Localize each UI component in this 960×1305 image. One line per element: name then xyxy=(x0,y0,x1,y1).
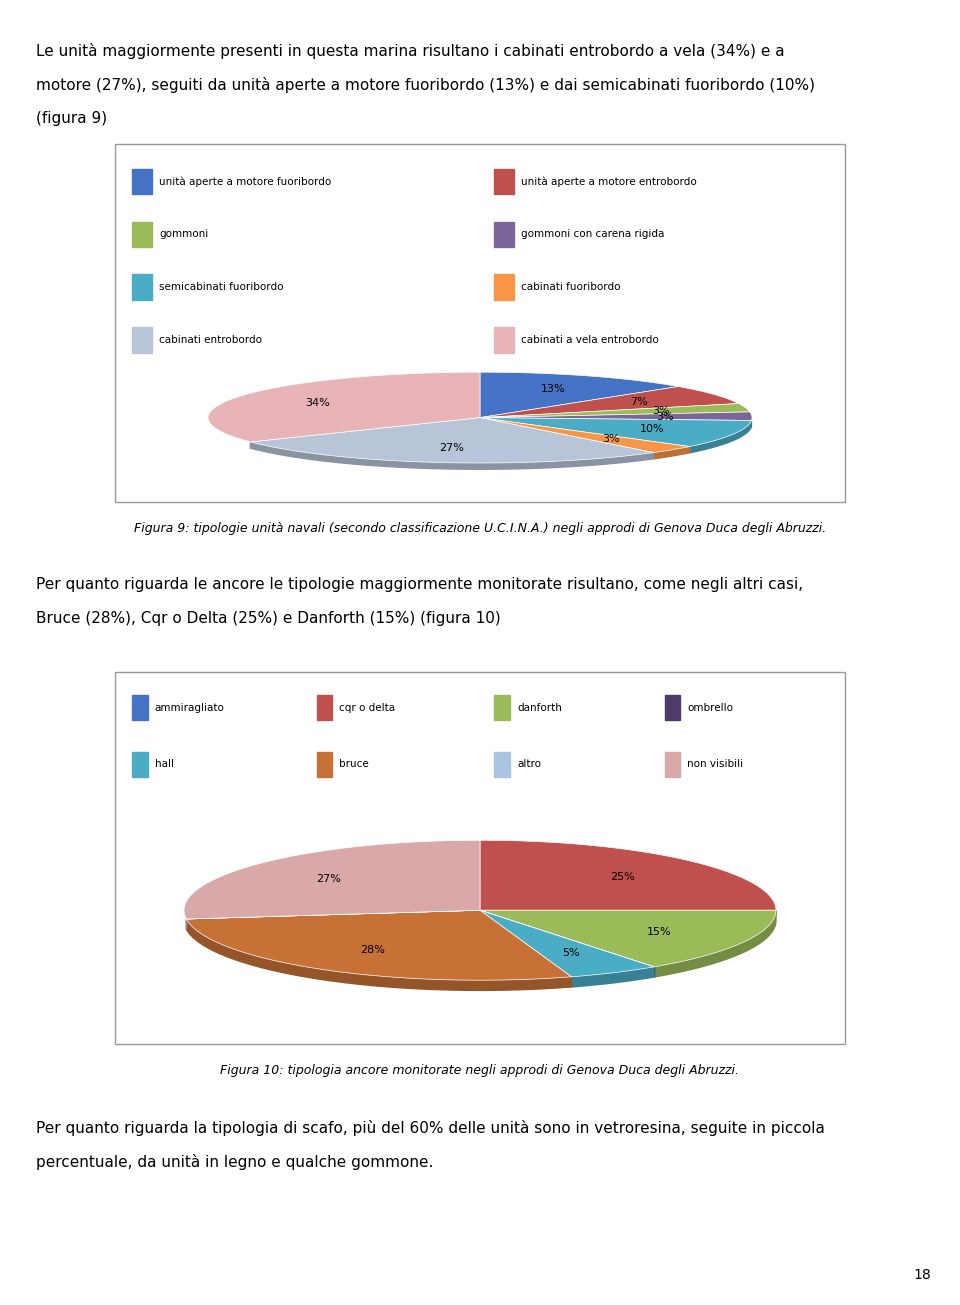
Text: Le unità maggiormente presenti in questa marina risultano i cabinati entrobordo : Le unità maggiormente presenti in questa… xyxy=(36,43,785,59)
Text: cabinati a vela entrobordo: cabinati a vela entrobordo xyxy=(521,335,659,345)
Text: motore (27%), seguiti da unità aperte a motore fuoribordo (13%) e dai semicabina: motore (27%), seguiti da unità aperte a … xyxy=(36,77,815,93)
Bar xyxy=(132,274,152,300)
Text: 5%: 5% xyxy=(563,947,580,958)
Text: gommoni: gommoni xyxy=(159,230,208,239)
Polygon shape xyxy=(689,420,752,453)
Text: danforth: danforth xyxy=(516,703,562,713)
Text: Figura 9: tipologie unità navali (secondo classificazione U.C.I.N.A.) negli appr: Figura 9: tipologie unità navali (second… xyxy=(133,522,827,535)
Bar xyxy=(317,696,332,720)
Polygon shape xyxy=(480,418,752,446)
Text: 3%: 3% xyxy=(652,406,669,416)
Text: unità aperte a motore fuoribordo: unità aperte a motore fuoribordo xyxy=(159,176,331,187)
Text: 7%: 7% xyxy=(631,397,648,407)
Polygon shape xyxy=(208,372,480,442)
Bar xyxy=(132,168,152,194)
Text: percentuale, da unità in legno e qualche gommone.: percentuale, da unità in legno e qualche… xyxy=(36,1154,434,1169)
Bar xyxy=(494,696,510,720)
Bar xyxy=(494,328,515,352)
Polygon shape xyxy=(186,911,571,980)
Text: 10%: 10% xyxy=(639,424,664,435)
Text: 13%: 13% xyxy=(541,384,565,394)
Polygon shape xyxy=(480,372,679,418)
Polygon shape xyxy=(571,967,654,987)
Polygon shape xyxy=(251,442,654,470)
Text: semicabinati fuoribordo: semicabinati fuoribordo xyxy=(159,282,283,292)
Bar xyxy=(494,274,515,300)
Text: 28%: 28% xyxy=(360,945,385,955)
Polygon shape xyxy=(654,446,689,459)
Polygon shape xyxy=(654,911,776,977)
Text: 3%: 3% xyxy=(602,435,619,445)
Text: Figura 10: tipologia ancore monitorate negli approdi di Genova Duca degli Abruzz: Figura 10: tipologia ancore monitorate n… xyxy=(221,1064,739,1077)
Bar xyxy=(132,752,148,776)
Polygon shape xyxy=(251,418,654,463)
Text: bruce: bruce xyxy=(339,760,369,769)
Polygon shape xyxy=(480,911,776,967)
Text: 34%: 34% xyxy=(305,398,330,407)
Text: cabinati fuoribordo: cabinati fuoribordo xyxy=(521,282,621,292)
Polygon shape xyxy=(186,911,480,919)
Text: altro: altro xyxy=(516,760,540,769)
Text: unità aperte a motore entrobordo: unità aperte a motore entrobordo xyxy=(521,176,697,187)
Text: Per quanto riguarda le ancore le tipologie maggiormente monitorate risultano, co: Per quanto riguarda le ancore le tipolog… xyxy=(36,577,804,591)
Text: Per quanto riguarda la tipologia di scafo, più del 60% delle unità sono in vetro: Per quanto riguarda la tipologia di scaf… xyxy=(36,1120,826,1135)
Polygon shape xyxy=(184,840,480,919)
Text: gommoni con carena rigida: gommoni con carena rigida xyxy=(521,230,664,239)
Bar xyxy=(494,222,515,247)
Text: cqr o delta: cqr o delta xyxy=(339,703,396,713)
Polygon shape xyxy=(480,911,654,967)
Text: non visibili: non visibili xyxy=(687,760,744,769)
Bar xyxy=(317,752,332,776)
Bar xyxy=(494,752,510,776)
Bar xyxy=(664,752,681,776)
Polygon shape xyxy=(186,919,571,990)
Text: hall: hall xyxy=(155,760,174,769)
Text: Bruce (28%), Cqr o Delta (25%) e Danforth (15%) (figura 10): Bruce (28%), Cqr o Delta (25%) e Danfort… xyxy=(36,611,501,625)
Bar xyxy=(494,168,515,194)
Bar xyxy=(664,696,681,720)
Polygon shape xyxy=(480,911,654,977)
Bar xyxy=(132,222,152,247)
Bar xyxy=(132,696,148,720)
Polygon shape xyxy=(480,386,738,418)
Text: (figura 9): (figura 9) xyxy=(36,111,108,125)
Polygon shape xyxy=(480,840,776,911)
Polygon shape xyxy=(480,412,752,420)
Text: 27%: 27% xyxy=(317,874,342,883)
Text: 25%: 25% xyxy=(610,872,635,882)
Text: ammiragliato: ammiragliato xyxy=(155,703,225,713)
Polygon shape xyxy=(480,418,689,453)
Text: ombrello: ombrello xyxy=(687,703,733,713)
Text: 18: 18 xyxy=(914,1267,931,1282)
Text: 3%: 3% xyxy=(656,411,674,422)
Text: 27%: 27% xyxy=(439,444,464,453)
Bar xyxy=(132,328,152,352)
Text: cabinati entrobordo: cabinati entrobordo xyxy=(159,335,262,345)
Text: 15%: 15% xyxy=(647,927,672,937)
Polygon shape xyxy=(480,403,750,418)
